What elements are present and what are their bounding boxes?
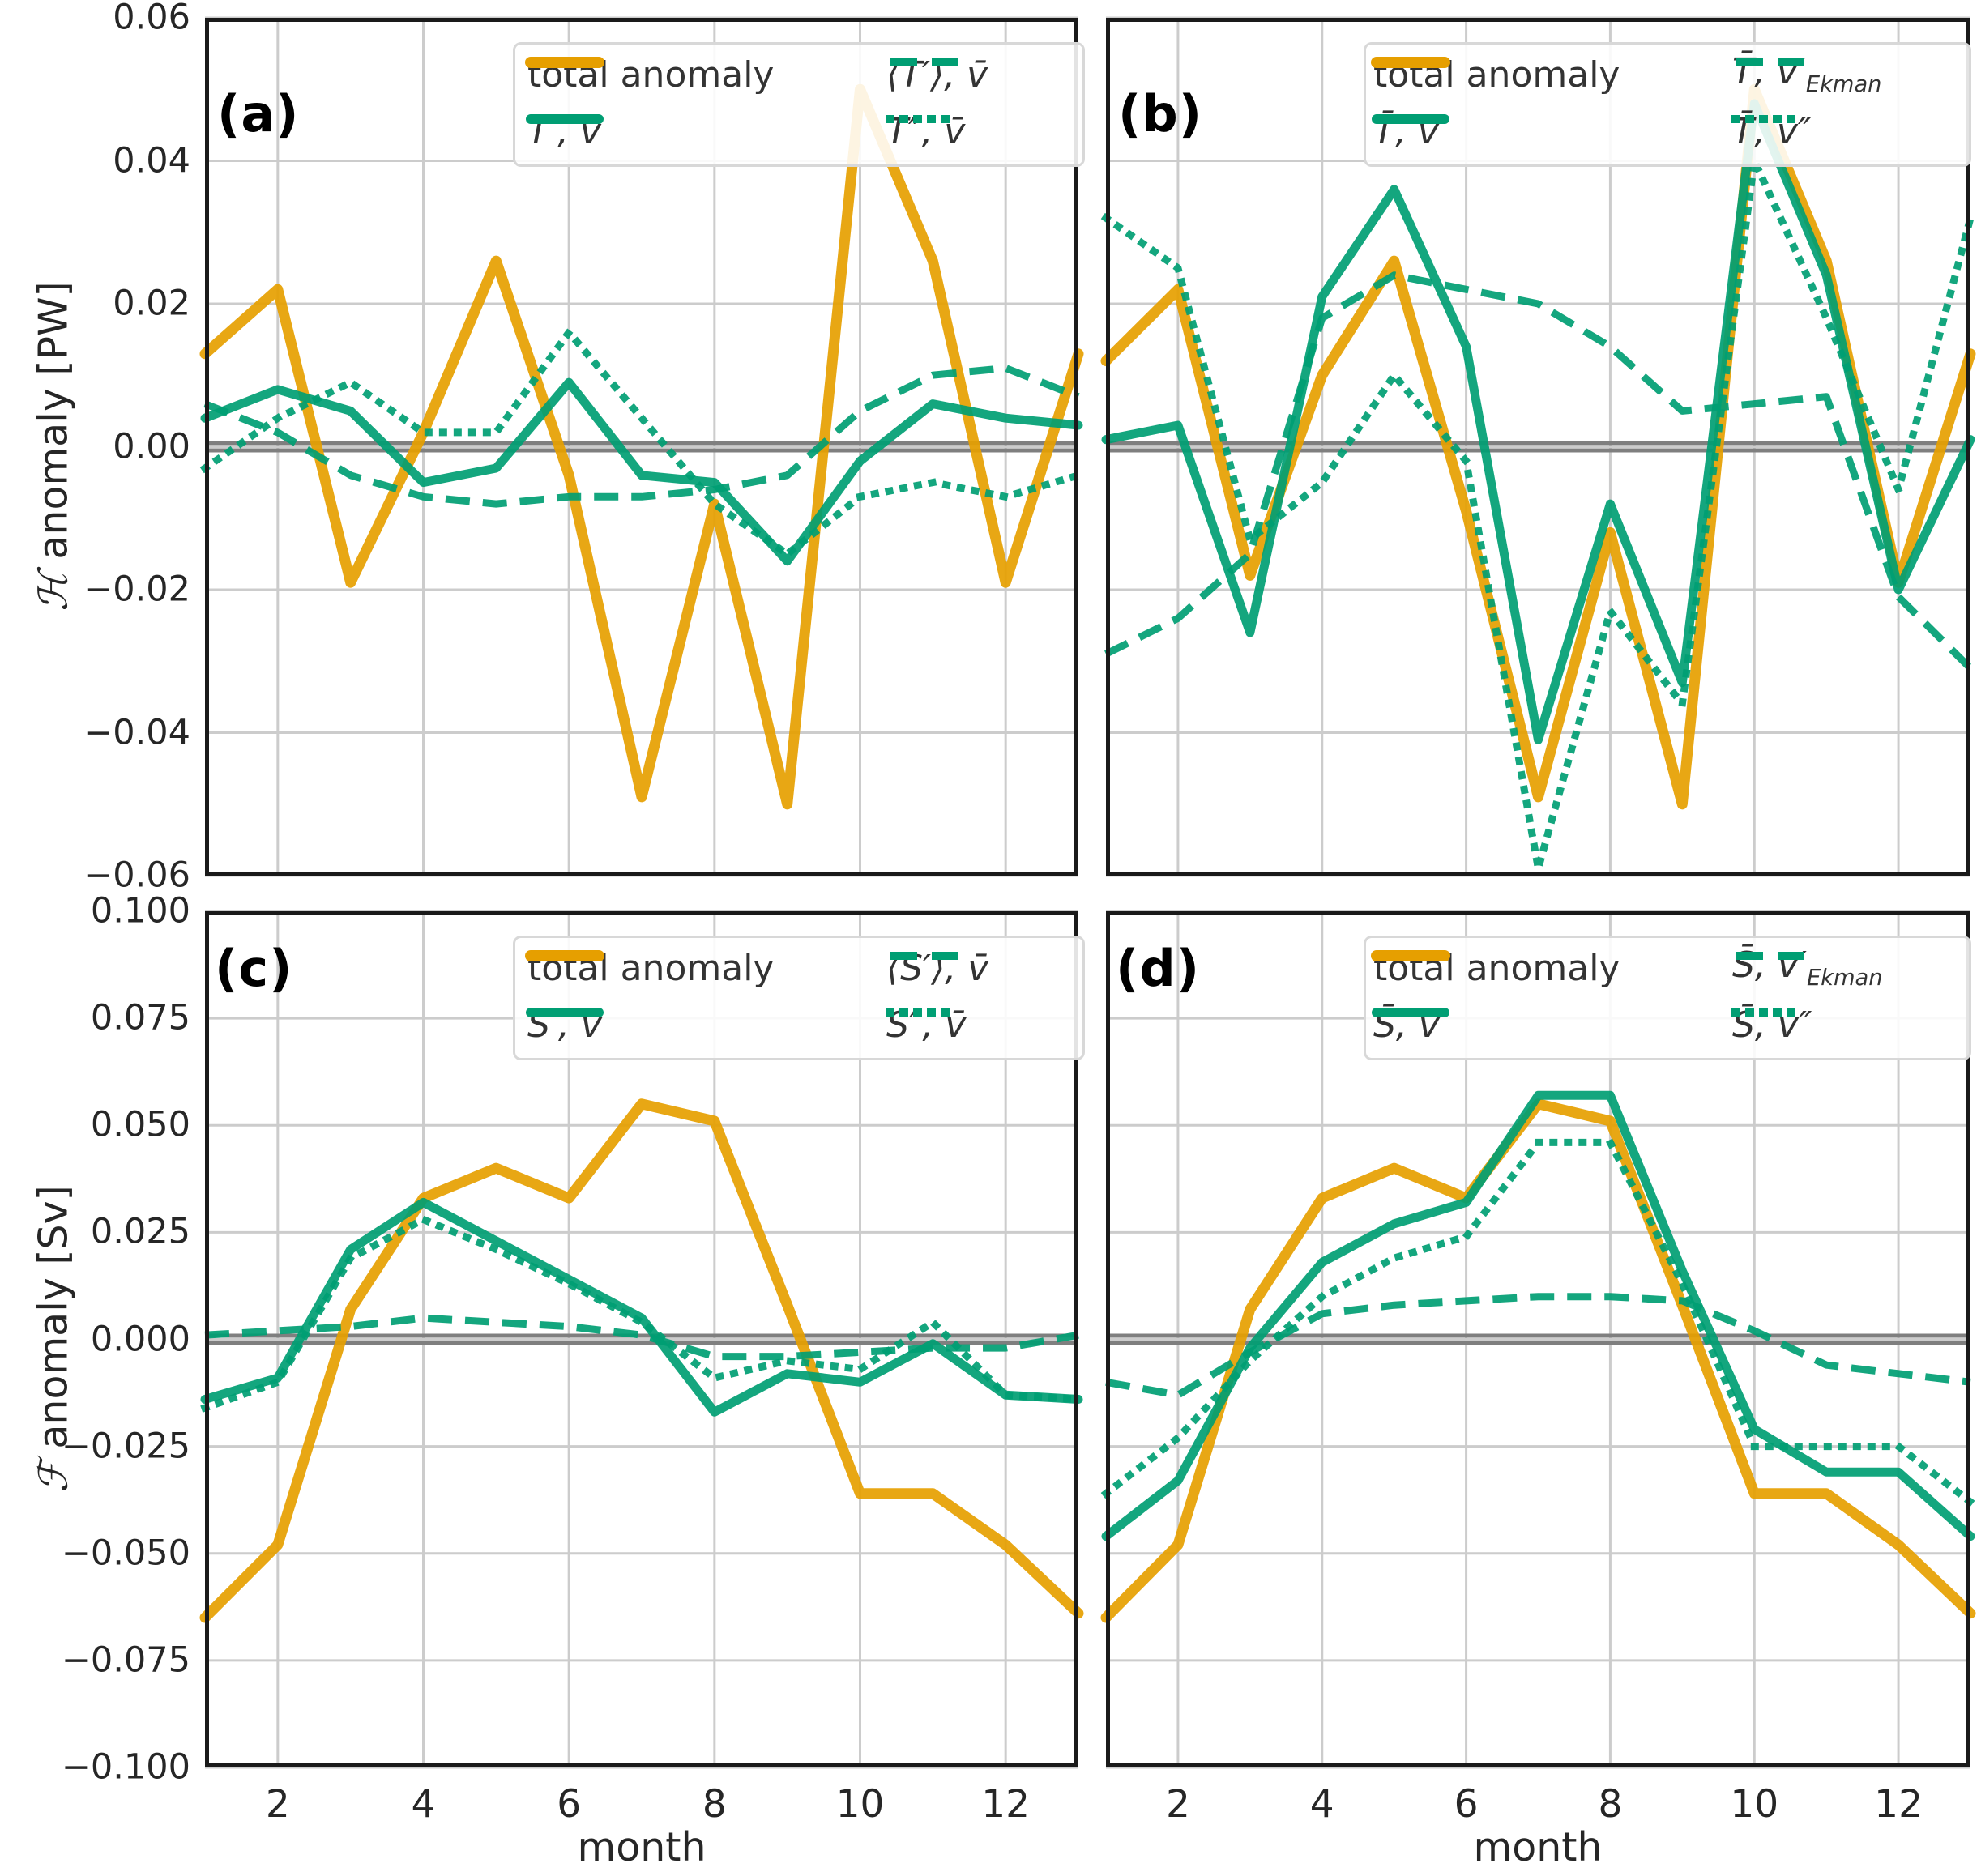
legend-item: ⟨T′⟩, v̄ [886, 55, 988, 96]
axes-spine [1106, 18, 1970, 876]
x-axis-label-left: month [577, 1824, 707, 1870]
legend-item: total anomaly [525, 949, 774, 989]
plot-area-c [199, 910, 1084, 1769]
y-tick-label: 0.06 [113, 0, 190, 38]
axes-spine [1106, 911, 1970, 1767]
series-solid-total [1100, 83, 1976, 810]
legend-item: S′, v̄ [526, 1005, 604, 1046]
plot-area-d [1100, 910, 1976, 1769]
y-tick-label: −0.100 [61, 1746, 190, 1788]
legend-sample-solid [525, 950, 604, 961]
legend-sample-solid [526, 114, 604, 124]
legend-sample-dotted [886, 115, 962, 123]
y-tick-label: 0.000 [90, 1319, 190, 1359]
legend-b: total anomaly T̄, v′ T̄, v′Ekman T̄, v″ [1364, 42, 1971, 167]
x-tick-label: 6 [557, 1782, 582, 1827]
legend-item: T″, v̄ [886, 112, 965, 152]
y-tick-label: 0.04 [113, 140, 190, 181]
x-tick-label: 12 [981, 1782, 1031, 1827]
series-dotted-green [1100, 157, 1975, 872]
x-tick-label: 4 [1309, 1782, 1334, 1827]
y-tick-label: −0.050 [61, 1533, 190, 1574]
series-solid-total [199, 83, 1084, 810]
series-dashed-green [1105, 1293, 1971, 1399]
legend-item: T̄, v′ [1372, 112, 1449, 152]
y-tick-label: −0.025 [61, 1426, 190, 1467]
legend-sample-solid [1371, 950, 1450, 961]
y-tick-label: −0.04 [83, 712, 190, 753]
y-tick-label: 0.075 [90, 997, 190, 1038]
x-tick-label: 10 [1730, 1782, 1779, 1827]
x-tick-label: 2 [1165, 1782, 1190, 1827]
legend-sample-dotted [886, 1008, 962, 1017]
legend-item: S̄, v′Ekman [1732, 948, 1883, 989]
legend-item: total anomaly [1371, 949, 1620, 989]
x-tick-label: 6 [1454, 1782, 1479, 1827]
x-tick-label: 10 [835, 1782, 885, 1827]
panel-letter-b: (b) [1118, 84, 1203, 143]
legend-sample-solid [525, 57, 604, 68]
x-tick-label: 8 [1598, 1782, 1623, 1827]
y-tick-label: 0.100 [90, 890, 190, 932]
legend-item: ⟨S′⟩, v̄ [886, 949, 988, 989]
legend-item: S″, v̄ [886, 1005, 966, 1046]
legend-sample-dashed [1736, 952, 1804, 960]
axes-spine [205, 911, 1078, 1767]
y-tick-label: 0.050 [90, 1104, 190, 1145]
panel-c: (c) total anomaly S′, v̄ ⟨S′⟩, v̄ S″, v̄ [199, 910, 1085, 1769]
series-dotted-green [1100, 1138, 1976, 1507]
legend-item: total anomaly [1371, 55, 1620, 96]
x-axis-label-right: month [1473, 1824, 1603, 1870]
series-solid-green [200, 1197, 1083, 1417]
panel-letter-a: (a) [217, 84, 300, 143]
legend-sample-solid [526, 1008, 604, 1017]
legend-sample-solid [1371, 57, 1450, 68]
x-tick-label: 12 [1874, 1782, 1923, 1827]
y-tick-label: −0.06 [83, 855, 190, 896]
x-tick-label: 4 [411, 1782, 436, 1827]
legend-sample-dotted [1731, 1008, 1808, 1017]
series-dotted-green [199, 328, 1083, 558]
x-tick-label: 2 [265, 1782, 290, 1827]
legend-a: total anomaly T′, v̄ ⟨T′⟩, v̄ T″, v̄ [513, 42, 1085, 167]
panel-letter-d: (d) [1116, 939, 1201, 998]
legend-item: S̄, v′ [1372, 1005, 1449, 1046]
series-solid-green [1101, 1090, 1975, 1541]
panel-a: (a) total anomaly T′, v̄ ⟨T′⟩, v̄ T″, v̄ [199, 16, 1085, 877]
legend-d: total anomaly S̄, v′ S̄, v′Ekman S̄, v″ [1364, 936, 1971, 1060]
panel-letter-c: (c) [215, 939, 293, 998]
y-tick-label: −0.075 [61, 1639, 190, 1681]
series-solid-green [200, 377, 1083, 566]
legend-sample-solid [1372, 114, 1449, 124]
panel-d: (d) total anomaly S̄, v′ S̄, v′Ekman S̄, v″ [1100, 910, 1976, 1769]
legend-sample-dotted [1731, 115, 1808, 123]
x-tick-label: 8 [702, 1782, 727, 1827]
legend-item: S̄, v″ [1731, 1005, 1812, 1046]
legend-item: total anomaly [525, 55, 774, 96]
axes-spine [205, 18, 1078, 876]
series-dashed-green [203, 364, 1080, 508]
y-tick-label: −0.02 [83, 569, 190, 610]
y-tick-label: 0.00 [113, 426, 190, 467]
legend-item: T′, v̄ [526, 112, 604, 152]
legend-item: T̄, v″ [1731, 112, 1811, 152]
legend-sample-dashed [890, 952, 958, 960]
series-dotted-green [200, 1216, 1082, 1413]
legend-sample-dashed [1736, 58, 1804, 66]
panel-b: (b) total anomaly T̄, v′ T̄, v′Ekman T̄, v″ [1100, 16, 1976, 877]
legend-c: total anomaly S′, v̄ ⟨S′⟩, v̄ S″, v̄ [513, 936, 1085, 1060]
legend-sample-dashed [890, 58, 958, 66]
plot-area-b [1100, 16, 1976, 877]
y-tick-label: 0.025 [90, 1211, 190, 1252]
series-dashed-green [1104, 271, 1974, 672]
legend-sample-solid [1372, 1008, 1449, 1017]
y-tick-label: 0.02 [113, 283, 190, 324]
series-solid-total [199, 1098, 1084, 1623]
series-solid-total [1100, 1098, 1976, 1623]
series-solid-green [1101, 99, 1975, 744]
legend-item: T̄, v′Ekman [1732, 54, 1881, 96]
